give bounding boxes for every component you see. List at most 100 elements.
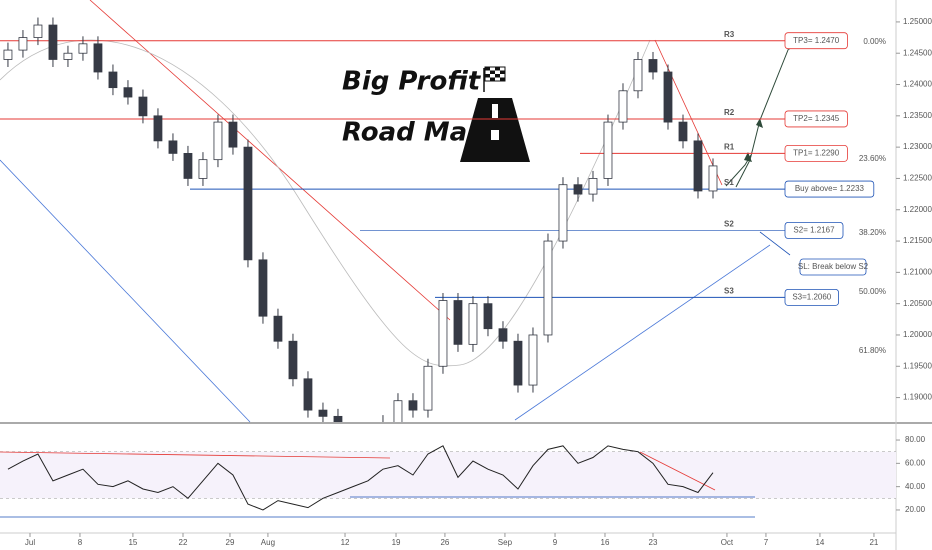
rsi-band [0, 451, 896, 499]
x-tick-label: 14 [815, 538, 824, 547]
level-box [784, 110, 848, 128]
candle-body [663, 71, 673, 123]
candle-body [183, 152, 193, 179]
level-name: R3 [724, 30, 735, 39]
y-tick-label: 1.21500 [903, 236, 932, 245]
x-tick-label: 26 [440, 538, 449, 547]
candle-body [678, 121, 688, 142]
level-box [784, 32, 848, 50]
candle-body [18, 37, 28, 51]
x-tick-label: 21 [869, 538, 878, 547]
candle-body [198, 159, 208, 179]
rsi-tick-label: 80.00 [905, 435, 926, 444]
sl-pointer [759, 231, 791, 256]
trend-line [514, 244, 771, 421]
sl-box [799, 258, 867, 276]
candle-body [364, 438, 372, 441]
x-tick-label: 22 [179, 538, 188, 547]
candle-body [288, 340, 298, 380]
candle-body [3, 49, 13, 60]
rsi-tick-label: 40.00 [905, 482, 926, 491]
x-tick-label: 16 [601, 538, 610, 547]
candle-body [228, 121, 238, 148]
candle-body [273, 315, 283, 342]
x-tick-label: 15 [128, 538, 137, 547]
background [0, 0, 795, 423]
candle-body [258, 259, 268, 317]
level-box [784, 222, 844, 239]
level-box [784, 144, 848, 162]
candle-body [349, 435, 357, 441]
candle-body [693, 140, 703, 192]
road-icon [460, 66, 530, 162]
y-tick-label: 1.20000 [903, 330, 932, 339]
candle-body [333, 415, 343, 422]
candle-body [603, 121, 613, 179]
y-tick-label: 1.23500 [903, 111, 932, 120]
candle-body [648, 59, 658, 73]
level-box-label: Buy above= 1.2233 [795, 184, 865, 193]
rsi-tick-label: 60.00 [905, 458, 926, 467]
candle-body [708, 165, 718, 192]
candle-body [393, 400, 403, 422]
x-tick-label: Oct [721, 538, 734, 547]
candle-body [543, 240, 553, 336]
candle-body [93, 43, 103, 73]
candle-body [618, 90, 628, 123]
y-tick-label: 1.22000 [903, 205, 932, 214]
x-tick-label: 7 [764, 538, 769, 547]
candle-body [243, 146, 253, 261]
y-tick-label: 1.24000 [903, 80, 932, 89]
candle-body [63, 52, 73, 60]
candle-body [213, 121, 223, 161]
level-name: S2 [724, 220, 734, 229]
x-tick-label: 29 [226, 538, 235, 547]
x-tick-label: 12 [341, 538, 350, 547]
y-tick-label: 1.25000 [903, 17, 932, 26]
candle-body [468, 303, 478, 345]
y-tick-label: 1.24500 [903, 48, 932, 57]
x-tick-label: 8 [78, 538, 83, 547]
x-tick-label: Aug [261, 538, 275, 547]
fib-label: 50.00% [859, 287, 886, 296]
x-tick-label: 23 [649, 538, 658, 547]
candle-body [633, 59, 643, 92]
y-tick-label: 1.19500 [903, 361, 932, 370]
price-pane [0, 17, 785, 441]
candle-body [33, 24, 43, 38]
rsi-line [7, 445, 714, 511]
candle-body [438, 300, 448, 367]
candle-body [138, 96, 148, 117]
candle-body [453, 300, 463, 345]
chart-subtitle: Road Map [342, 118, 486, 148]
x-tick-label: Jul [25, 538, 35, 547]
level-name: S3 [724, 287, 734, 296]
y-tick-label: 1.19000 [903, 393, 932, 402]
candle-body [108, 71, 118, 89]
level-name: S1 [724, 178, 734, 187]
candle-body [123, 87, 133, 98]
x-tick-label: 19 [392, 538, 401, 547]
y-tick-label: 1.22500 [903, 174, 932, 183]
fib-label: 38.20% [859, 228, 886, 237]
trend-line [654, 39, 723, 186]
candle-body [408, 400, 418, 411]
candle-body [558, 184, 568, 242]
x-tick-label: 9 [553, 538, 558, 547]
level-box-label: S2= 1.2167 [793, 226, 835, 235]
rsi-trend [0, 451, 391, 459]
trend-line [89, 0, 451, 321]
level-name: R2 [724, 108, 735, 117]
y-tick-label: 1.20500 [903, 299, 932, 308]
level-box-label: TP2= 1.2345 [793, 114, 840, 123]
level-name: R1 [724, 143, 735, 152]
candle-body [48, 24, 58, 60]
chart-title: Big Profit [342, 67, 482, 97]
candle-body [423, 365, 433, 411]
candle-body [588, 178, 598, 195]
candle-body [168, 140, 178, 154]
level-box-label: S3=1.2060 [792, 293, 831, 302]
x-tick-label: Sep [498, 538, 513, 547]
rsi-tick-label: 20.00 [905, 505, 926, 514]
level-box-label: TP3= 1.2470 [793, 36, 840, 45]
